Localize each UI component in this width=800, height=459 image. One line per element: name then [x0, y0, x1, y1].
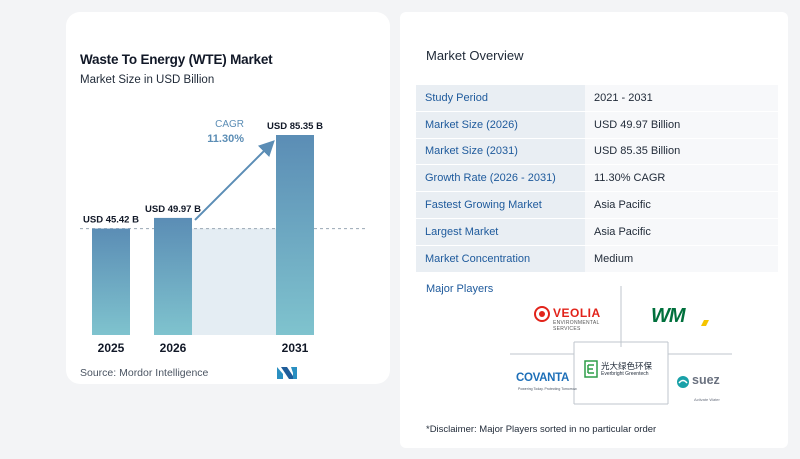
wm-accent-icon — [701, 320, 709, 326]
growth-shade — [192, 228, 276, 335]
covanta-name: COVANTA — [516, 372, 570, 384]
chart-title: Waste To Energy (WTE) Market — [80, 52, 273, 67]
veolia-sub1: ENVIRONMENTAL — [553, 320, 600, 326]
everbright-name-cn: 光大绿色环保 — [601, 361, 653, 371]
overview-panel: Market Overview Study Period 2021 - 2031 M… — [400, 12, 788, 448]
overview-row-label: Market Size (2026) — [416, 111, 585, 138]
overview-row-label: Market Size (2031) — [416, 138, 585, 165]
overview-row: Study Period 2021 - 2031 — [416, 85, 778, 112]
overview-title: Market Overview — [426, 48, 524, 63]
players-grid-lines — [510, 286, 732, 405]
mordor-intelligence-logo-icon — [277, 367, 297, 379]
value-label-2025: USD 45.42 B — [83, 215, 139, 226]
cagr-label: CAGR — [215, 119, 244, 130]
overview-row-label: Fastest Growing Market — [416, 192, 585, 218]
covanta-tagline: Powering Today. Protecting Tomorrow. — [518, 387, 578, 391]
overview-row: Largest Market Asia Pacific — [416, 218, 778, 246]
overview-table: Study Period 2021 - 2031 Market Size (2026… — [416, 85, 778, 273]
everbright-name-en: Everbright Greentech — [601, 371, 649, 377]
overview-row-value: 2021 - 2031 — [585, 85, 778, 111]
overview-row: Market Size (2026) USD 49.97 Billion — [416, 111, 778, 139]
overview-row-value: Asia Pacific — [585, 218, 778, 245]
value-label-2026: USD 49.97 B — [145, 204, 201, 215]
overview-row-label: Market Concentration — [416, 245, 585, 272]
players-title: Major Players — [426, 283, 494, 295]
chart-subtitle: Market Size in USD Billion — [80, 74, 215, 86]
veolia-sub2: SERVICES — [553, 326, 581, 332]
chart-card: USD 45.42 B 2025 USD 49.97 B 2026 USD 85.35 … — [66, 12, 390, 384]
x-tick-2026: 2026 — [160, 341, 187, 355]
growth-arrow — [194, 140, 275, 221]
suez-emblem-icon — [677, 376, 689, 388]
overview-row-value: 11.30% CAGR — [585, 165, 778, 192]
everbright-emblem-icon — [584, 360, 598, 378]
covanta-logo: COVANTA Powering Today. Protecting Tomor… — [516, 372, 577, 396]
suez-tagline: Activate Water — [694, 397, 720, 402]
overview-row: Market Concentration Medium — [416, 245, 778, 273]
overview-row-value: Medium — [585, 245, 778, 272]
overview-row-label: Growth Rate (2026 - 2031) — [416, 165, 585, 192]
veolia-logo: VEOLIA ENVIRONMENTAL SERVICES — [534, 306, 626, 340]
x-tick-2031: 2031 — [282, 341, 309, 355]
overview-row-label: Study Period — [416, 85, 585, 111]
overview-row-value: USD 85.35 Billion — [585, 138, 778, 165]
bar-2025 — [92, 228, 130, 335]
source-label: Source: Mordor Intelligence — [80, 367, 209, 379]
wm-logo: WM — [649, 305, 713, 328]
bar-2031 — [276, 135, 314, 335]
overview-row: Market Size (2031) USD 85.35 Billion — [416, 138, 778, 166]
suez-name: suez — [692, 373, 720, 387]
overview-row: Fastest Growing Market Asia Pacific — [416, 192, 778, 219]
value-label-2031: USD 85.35 B — [267, 121, 323, 132]
overview-row-value: USD 49.97 Billion — [585, 111, 778, 138]
veolia-emblem-icon — [534, 306, 550, 322]
overview-row-value: Asia Pacific — [585, 192, 778, 218]
veolia-name: VEOLIA — [553, 306, 601, 320]
everbright-logo: 光大绿色环保 Everbright Greentech — [584, 358, 664, 386]
bar-chart: USD 45.42 B 2025 USD 49.97 B 2026 USD 85.35 … — [80, 119, 366, 355]
x-tick-2025: 2025 — [98, 341, 125, 355]
disclaimer: *Disclaimer: Major Players sorted in no … — [426, 424, 657, 435]
overview-row: Growth Rate (2026 - 2031) 11.30% CAGR — [416, 165, 778, 193]
cagr-value: 11.30% — [207, 133, 244, 145]
bar-2026 — [154, 217, 192, 335]
suez-logo: suez Activate Water — [676, 373, 728, 402]
wm-name: WM — [651, 305, 686, 327]
overview-row-label: Largest Market — [416, 218, 585, 245]
